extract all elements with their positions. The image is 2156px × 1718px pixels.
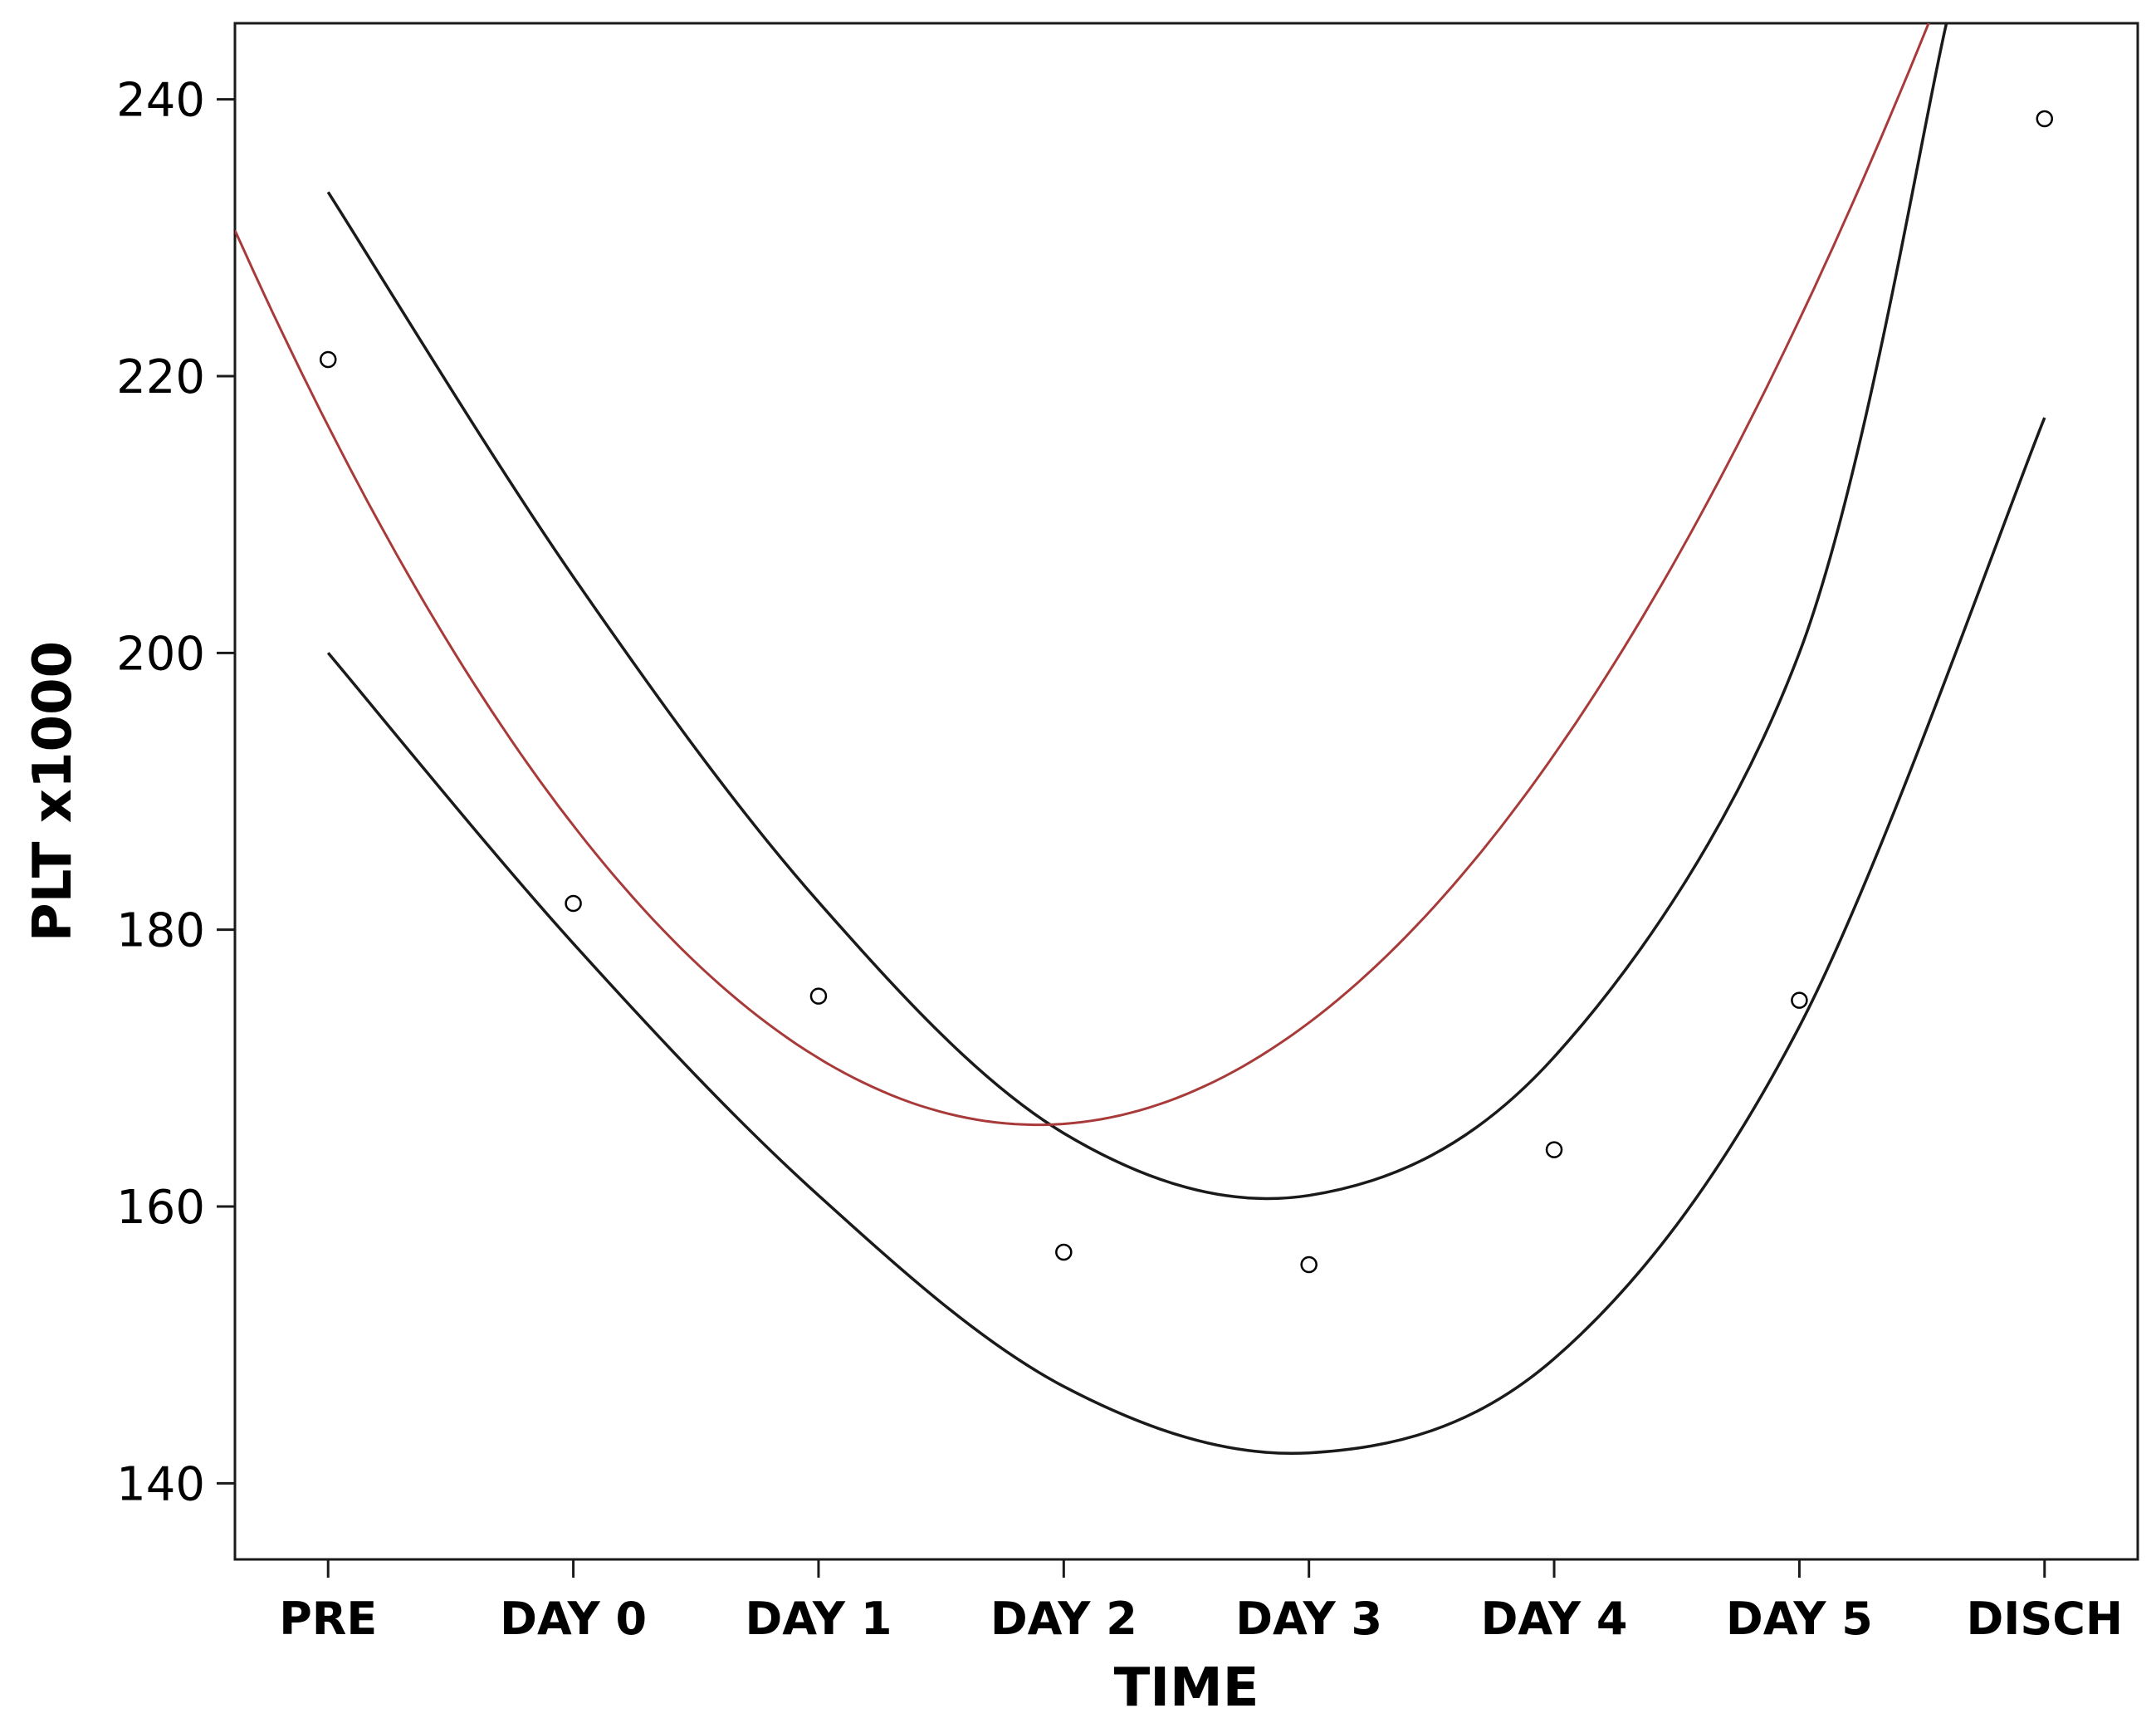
x-tick-label: DISCH	[1966, 1593, 2123, 1645]
y-tick-label: 160	[116, 1181, 205, 1235]
fit-line	[235, 23, 1930, 1127]
data-point	[1791, 991, 1808, 1009]
x-tick-label: DAY 5	[1726, 1593, 1873, 1645]
x-axis: PRE DAY 0 DAY 1 DAY 2 DAY 3 DAY 4 DAY 5 DISCH	[279, 1559, 2123, 1645]
series-layer	[235, 23, 2054, 1456]
x-tick-label: PRE	[279, 1593, 377, 1645]
x-tick-label: DAY 2	[990, 1593, 1137, 1645]
data-point	[2036, 110, 2054, 128]
y-axis: 140 160 180 200 220 240	[116, 74, 235, 1511]
x-tick-label: DAY 4	[1481, 1593, 1628, 1645]
plot-frame	[233, 22, 2139, 1561]
data-point	[1545, 1141, 1563, 1158]
y-tick-label: 200	[116, 627, 205, 681]
x-tick-label: DAY 1	[745, 1593, 892, 1645]
x-tick-label: DAY 3	[1235, 1593, 1382, 1645]
x-tick-label: DAY 0	[500, 1593, 647, 1645]
data-point	[809, 987, 828, 1005]
lower-band-line	[326, 417, 2046, 1456]
y-tick-label: 220	[116, 350, 205, 404]
upper-band-line	[326, 23, 1948, 1201]
y-axis-title: PLT x1000	[22, 641, 84, 942]
data-point	[1055, 1243, 1073, 1261]
data-point	[1300, 1255, 1318, 1274]
data-point	[565, 894, 582, 913]
y-tick-label: 240	[116, 74, 205, 128]
data-point	[319, 350, 337, 369]
y-tick-label: 140	[116, 1457, 205, 1511]
y-tick-label: 180	[116, 904, 205, 958]
x-axis-title: TIME	[1114, 1657, 1259, 1718]
